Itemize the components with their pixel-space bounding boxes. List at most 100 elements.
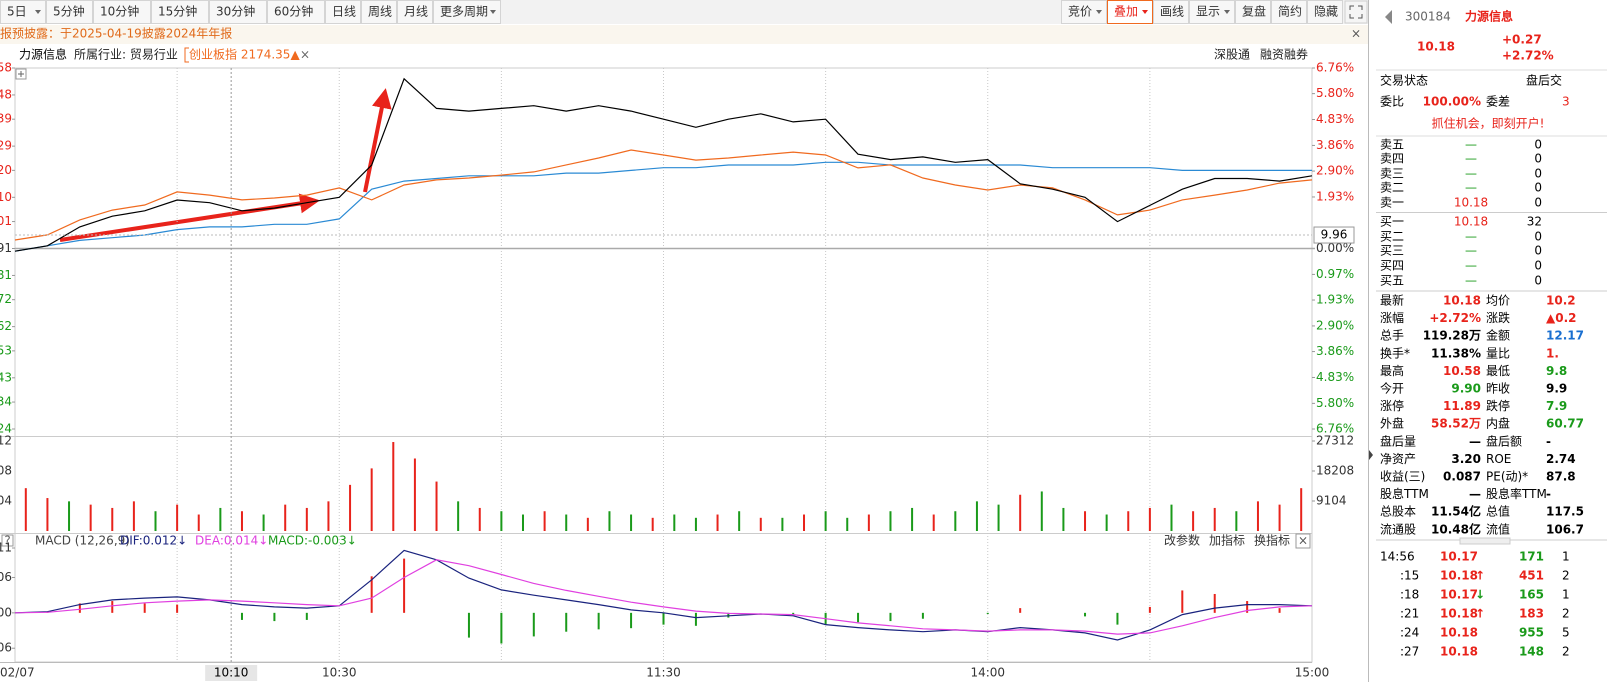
stat-label: PE(动)*	[1486, 470, 1528, 484]
volume-bar	[651, 517, 654, 531]
stat-value: 9.9	[1546, 382, 1567, 396]
stat-value: 10.2	[1546, 294, 1576, 308]
fullscreen-button[interactable]	[1344, 0, 1368, 24]
change-pct: +2.72%	[1502, 49, 1554, 63]
volume-bar	[1040, 491, 1043, 531]
stat-value: 12.17	[1546, 329, 1584, 343]
toolbar-button[interactable]	[0, 0, 46, 24]
volume-bar	[694, 517, 697, 531]
toolbar-button[interactable]	[1235, 0, 1271, 24]
toolbar-button[interactable]	[1189, 0, 1235, 24]
promo-link[interactable]: 抓住机会，即刻开户!	[1432, 116, 1545, 131]
toolbar-button[interactable]	[1107, 0, 1153, 24]
prev-stock[interactable]	[1385, 10, 1392, 24]
crosshair-box	[1313, 226, 1355, 244]
crosshair-price: 9.96	[1321, 228, 1348, 242]
book-price: —	[1465, 181, 1477, 195]
notice-close[interactable]: ×	[1351, 27, 1361, 41]
close-icon: ×	[1298, 534, 1308, 548]
help-button[interactable]	[1, 534, 14, 547]
last-price: 10.18	[1417, 40, 1455, 54]
volume-bar	[1148, 507, 1151, 531]
stat-label: 盘后量	[1380, 433, 1416, 448]
volume-bar	[1019, 494, 1022, 531]
macd-bar	[727, 612, 730, 618]
book-volume: 0	[1534, 181, 1542, 195]
volume-bar	[1278, 504, 1281, 531]
change: +0.27	[1502, 33, 1542, 47]
stat-value: 9.90	[1451, 382, 1481, 396]
book-volume: 0	[1534, 196, 1542, 210]
volume-bar	[46, 498, 49, 531]
volume-bar	[521, 514, 524, 531]
trade-volume: 451	[1519, 569, 1544, 583]
volume-bar	[1213, 507, 1216, 531]
book-label: 卖二	[1380, 181, 1404, 195]
indicator-close[interactable]	[1295, 533, 1311, 549]
macd-bar	[176, 604, 179, 613]
toolbar-button[interactable]	[93, 0, 151, 24]
y-tick-label: 20	[0, 163, 12, 177]
volume-bar	[716, 514, 719, 531]
book-price: —	[1465, 138, 1477, 152]
stat-label: 总手	[1380, 329, 1404, 343]
toolbar-label: 5日	[7, 5, 27, 19]
stat-value: 3.20	[1451, 452, 1481, 466]
volume-bar	[586, 517, 589, 531]
volume-bar	[1235, 511, 1238, 531]
stock-title: 力源信息	[1465, 9, 1513, 24]
toolbar-button[interactable]	[1061, 0, 1107, 24]
toolbar-button[interactable]	[46, 0, 93, 24]
toolbar-button[interactable]	[1307, 0, 1343, 24]
toolbar-button[interactable]	[1271, 0, 1307, 24]
stat-label: 跌停	[1486, 398, 1510, 413]
macd-bar	[78, 603, 81, 613]
macd-bar	[143, 603, 146, 613]
macd-bar	[694, 612, 697, 626]
stat-value: 2.74	[1546, 452, 1576, 466]
stat-value: 117.5	[1546, 505, 1584, 519]
volume-bar	[543, 511, 546, 531]
stat-label: 涨跌	[1486, 310, 1510, 325]
volume-bar	[1084, 511, 1087, 531]
toolbar-button[interactable]	[1153, 0, 1189, 24]
toolbar-label: 30分钟	[216, 4, 255, 19]
volume-bar	[240, 511, 243, 531]
toolbar-button[interactable]	[325, 0, 361, 24]
macd-bar	[305, 612, 308, 620]
toolbar-button[interactable]	[361, 0, 397, 24]
book-volume: 0	[1534, 230, 1542, 244]
indicator-button[interactable]: 加指标	[1209, 533, 1245, 548]
overlay-close[interactable]: ×	[300, 48, 310, 62]
indicator-button[interactable]: 换指标	[1254, 533, 1290, 548]
macd-bar	[403, 558, 406, 613]
indicator-button[interactable]: 改参数	[1164, 533, 1200, 548]
stat-label: 流值	[1486, 521, 1510, 536]
toolbar-button[interactable]	[209, 0, 267, 24]
volume-bar	[89, 504, 92, 531]
y-tick-label: 81	[0, 268, 12, 282]
book-label: 买一	[1380, 215, 1404, 229]
volume-bar	[781, 517, 784, 531]
stat-value: 10.18	[1443, 294, 1481, 308]
toolbar-button[interactable]	[151, 0, 209, 24]
toolbar-button[interactable]	[433, 0, 501, 24]
tag[interactable]: 深股通	[1214, 48, 1250, 62]
trade-count: 5	[1562, 626, 1570, 640]
stat-value: 87.8	[1546, 470, 1576, 484]
trade-time: 14:56	[1380, 550, 1415, 564]
collapse-handle[interactable]	[1369, 450, 1373, 460]
volume-bar	[630, 514, 633, 531]
value: 100.00%	[1423, 95, 1481, 109]
trade-arrow: ↑	[1475, 569, 1485, 583]
stat-label: 最高	[1380, 363, 1404, 378]
macd-bar	[630, 612, 633, 629]
stat-value: -	[1546, 487, 1551, 501]
scroll-handle[interactable]	[1459, 537, 1511, 545]
toolbar-button[interactable]	[397, 0, 433, 24]
y-tick-label: 53	[0, 343, 12, 357]
toolbar-button[interactable]	[267, 0, 325, 24]
menu-caret	[1224, 10, 1230, 14]
book-price: —	[1465, 167, 1477, 181]
tag[interactable]: 融资融券	[1260, 47, 1308, 62]
